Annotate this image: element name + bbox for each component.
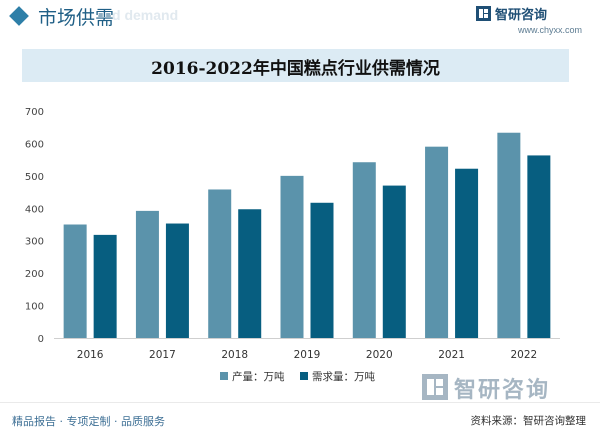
section-header: 市场供需 d demand xyxy=(0,0,600,40)
x-tick-label: 2021 xyxy=(438,349,465,361)
watermark-text: 智研咨询 xyxy=(454,378,551,403)
bar-production xyxy=(63,224,87,338)
bar-chart: 0 100 200 300 400 500 600 700 2016 2017 2018 2019 20… xyxy=(25,107,560,383)
bar-demand xyxy=(455,168,479,338)
y-tick-label: 500 xyxy=(25,172,44,183)
y-tick-label: 700 xyxy=(25,107,44,118)
x-tick-label: 2018 xyxy=(221,349,248,361)
x-tick-label: 2019 xyxy=(294,349,321,361)
watermark-english-text: d demand xyxy=(112,7,179,23)
bar-demand xyxy=(238,209,262,338)
y-tick-label: 400 xyxy=(25,204,44,215)
watermark-logo-icon xyxy=(422,374,448,400)
x-tick-label: 2020 xyxy=(366,349,393,361)
legend-label: 需求量：万吨 xyxy=(312,370,375,383)
bar-demand xyxy=(93,234,117,338)
bar-production xyxy=(135,210,159,338)
y-tick-label: 100 xyxy=(25,302,44,313)
bar-production xyxy=(208,189,232,338)
diamond-icon xyxy=(9,6,29,26)
legend-swatch xyxy=(300,372,308,380)
x-tick-label: 2022 xyxy=(510,349,537,361)
legend-label: 产量：万吨 xyxy=(232,370,285,383)
chart-title-bar: 2016-2022年中国糕点行业供需情况 xyxy=(22,49,569,82)
y-tick-label: 600 xyxy=(25,139,44,150)
chart-title: 2016-2022年中国糕点行业供需情况 xyxy=(151,59,440,79)
bar-production xyxy=(352,162,376,338)
watermark-logo-block: 智研咨询 xyxy=(422,372,592,404)
source-note: 资料来源：智研咨询整理 xyxy=(470,415,587,427)
bar-demand xyxy=(527,155,551,338)
bar-demand xyxy=(310,202,334,338)
x-tick-label: 2016 xyxy=(77,349,104,361)
y-tick-label: 0 xyxy=(38,334,44,345)
legend-swatch xyxy=(220,372,228,380)
bar-production xyxy=(497,132,521,338)
brand-logo-icon xyxy=(476,6,491,21)
brand-logo-block: 智研咨询 www.chyxx.com xyxy=(476,4,586,36)
bar-production xyxy=(280,175,304,338)
y-tick-label: 200 xyxy=(25,269,44,280)
bar-demand xyxy=(165,223,189,338)
bar-production xyxy=(425,146,449,338)
brand-name: 智研咨询 xyxy=(495,8,548,23)
footer-tagline: 精品报告 · 专项定制 · 品质服务 xyxy=(12,415,165,428)
x-tick-label: 2017 xyxy=(149,349,176,361)
y-tick-label: 300 xyxy=(25,237,44,248)
section-title: 市场供需 xyxy=(38,7,115,29)
footer: 精品报告 · 专项定制 · 品质服务 资料来源：智研咨询整理 xyxy=(0,402,600,434)
bar-demand xyxy=(382,185,406,338)
chart-area: 0 100 200 300 400 500 600 700 2016 2017 2018 2019 20… xyxy=(0,90,600,390)
brand-url: www.chyxx.com xyxy=(517,25,582,35)
